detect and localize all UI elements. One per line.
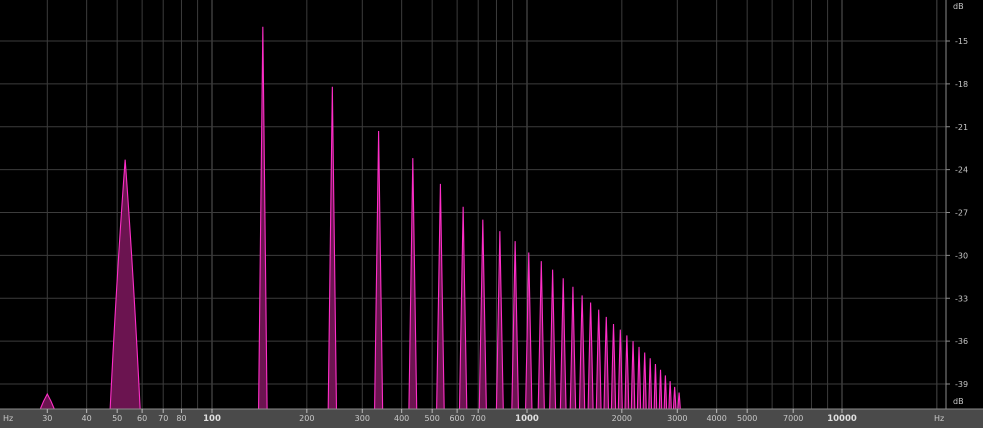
spectrum-peak [658,369,663,410]
spectrum-peak [642,352,647,410]
spectrum-peak [578,295,586,410]
x-unit-label-right: Hz [934,414,944,423]
x-tick-label: 30 [42,414,52,423]
x-tick-label: 7000 [783,414,803,423]
spectrum-peak [677,392,681,410]
spectrum-peak [327,86,338,410]
y-unit-label-bottom: dB [953,397,964,406]
spectrum-peak [617,329,623,410]
x-tick-label: 70 [158,414,168,423]
spectrum-peak [569,286,577,410]
x-tick-label: 80 [176,414,186,423]
x-tick-label: 60 [137,414,147,423]
spectrum-peak [458,206,468,410]
y-tick-label: -15 [955,37,968,46]
spectrum-peak [630,341,636,410]
y-tick-label: -24 [955,166,968,175]
spectrum-peak [624,335,630,410]
spectrum-peak [668,381,672,410]
y-tick-label: -39 [955,380,968,389]
x-tick-label: 300 [355,414,370,423]
x-tick-label: 400 [394,414,409,423]
spectrum-peak [559,278,567,410]
x-unit-label-left: Hz [3,414,13,423]
spectrum-peak [587,302,594,410]
spectrum-peak [595,309,602,410]
spectrum-peak [525,252,533,410]
spectrum-peak [39,392,56,410]
spectrum-peak [636,346,642,410]
x-tick-label: 50 [112,414,122,423]
x-tick-label: 500 [425,414,440,423]
x-axis-panel [0,409,983,428]
spectrum-peak [537,261,545,410]
spectrum-peak [436,183,445,410]
spectrum-peak [653,363,658,410]
x-tick-label: 600 [449,414,464,423]
spectrum-peak [672,386,677,410]
x-tick-label: 3000 [667,414,687,423]
x-tick-label: 10000 [827,414,857,424]
y-tick-label: -21 [955,123,968,132]
x-tick-label: 2000 [612,414,632,423]
y-tick-label: -30 [955,251,968,260]
x-tick-label: 700 [471,414,486,423]
spectrum-peak [109,159,141,410]
spectrum-peak [478,219,487,410]
spectrum-peaks [39,26,681,410]
spectrum-peak [495,231,504,410]
y-unit-label-top: dB [953,2,964,11]
spectrum-peak [374,131,384,410]
spectrum-peak [648,358,653,410]
spectrum-peak [663,375,668,410]
spectrum-peak [549,269,557,410]
y-tick-label: -18 [955,80,968,89]
x-tick-label: 40 [82,414,92,423]
x-tick-label: 100 [203,414,221,424]
spectrum-peak [511,241,520,410]
x-tick-label: 4000 [706,414,726,423]
y-tick-label: -36 [955,337,968,346]
x-tick-label: 1000 [515,414,539,424]
spectrum-peak [408,158,418,410]
y-tick-label: -27 [955,209,968,218]
x-tick-label: 5000 [737,414,757,423]
x-tick-label: 200 [299,414,314,423]
spectrum-peak [603,316,610,410]
spectrum-peak [258,26,268,410]
y-tick-label: -33 [955,294,968,303]
grid [0,0,946,409]
y-axis-panel [946,0,983,428]
spectrum-peak [610,323,617,410]
